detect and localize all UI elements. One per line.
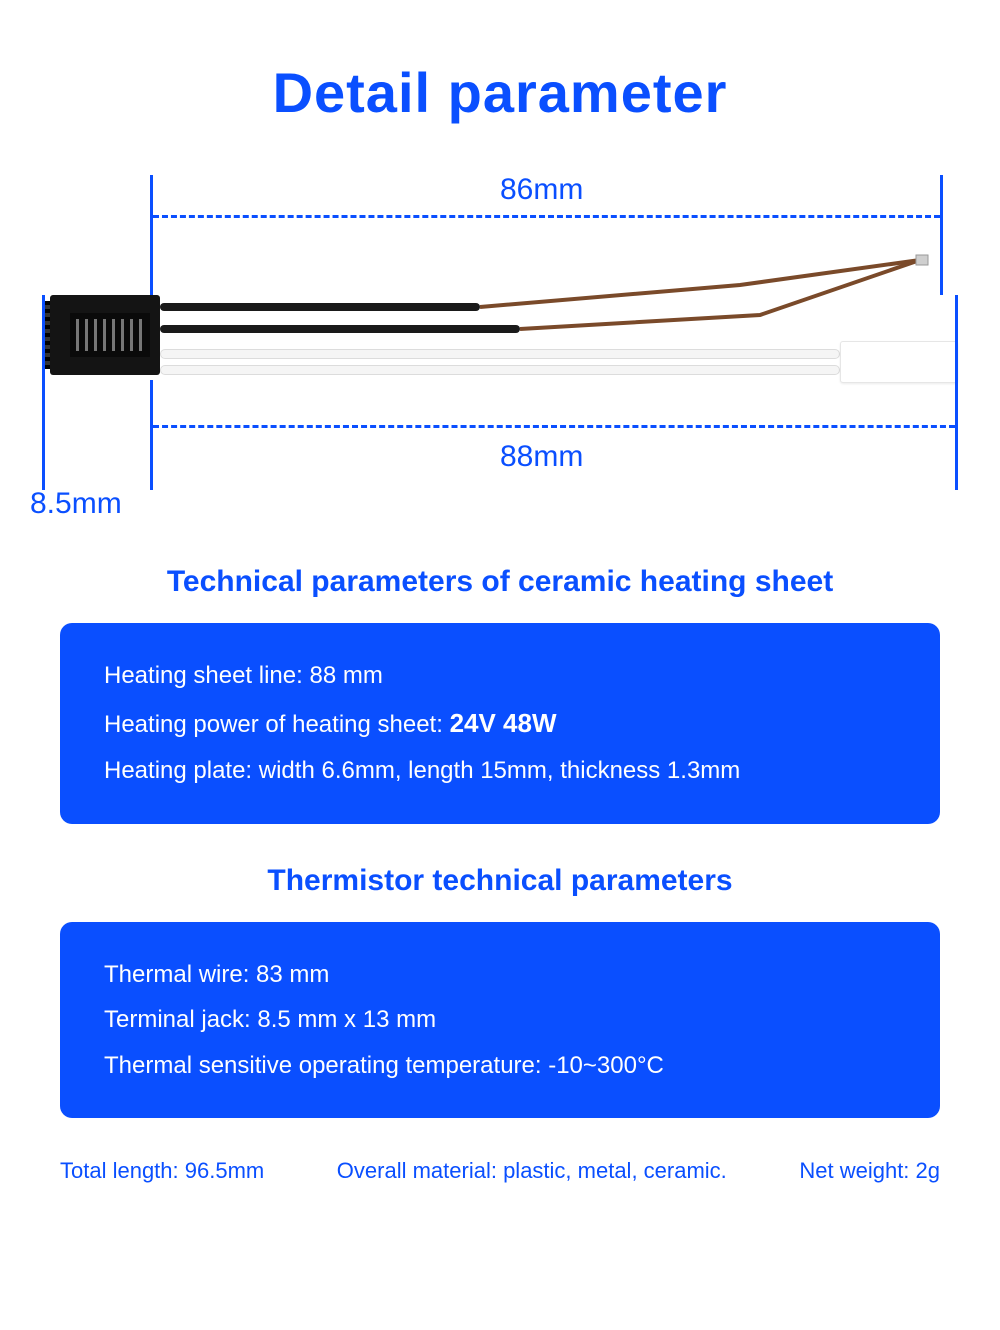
- dim-hline-bot: [153, 425, 955, 428]
- section1-box: Heating sheet line: 88 mm Heating power …: [60, 623, 940, 824]
- footer-material: Overall material: plastic, metal, cerami…: [337, 1158, 727, 1184]
- section2-heading: Thermistor technical parameters: [0, 864, 1000, 898]
- section1-line3: Heating plate: width 6.6mm, length 15mm,…: [104, 748, 896, 794]
- dim-vline-bot-right: [955, 295, 958, 490]
- footer-weight: Net weight: 2g: [799, 1158, 940, 1184]
- dimension-diagram: 86mm 88mm 8.5mm: [40, 165, 960, 525]
- section1-line1: Heating sheet line: 88 mm: [104, 653, 896, 699]
- dim-label-bot: 88mm: [500, 440, 583, 474]
- dim-label-left: 8.5mm: [30, 487, 122, 521]
- section2-line1: Thermal wire: 83 mm: [104, 952, 896, 998]
- dim-vline-bot-left: [150, 380, 153, 490]
- section2-line3: Thermal sensitive operating temperature:…: [104, 1043, 896, 1089]
- footer-total-length: Total length: 96.5mm: [60, 1158, 264, 1184]
- section1-line2-strong: 24V 48W: [450, 708, 557, 738]
- footer-row: Total length: 96.5mm Overall material: p…: [60, 1158, 940, 1184]
- section2-line2: Terminal jack: 8.5 mm x 13 mm: [104, 997, 896, 1043]
- dim-vline-left-a: [42, 295, 45, 490]
- section1-line2-prefix: Heating power of heating sheet:: [104, 711, 450, 738]
- section1-heading: Technical parameters of ceramic heating …: [0, 565, 1000, 599]
- section1-line2: Heating power of heating sheet: 24V 48W: [104, 699, 896, 748]
- section2-box: Thermal wire: 83 mm Terminal jack: 8.5 m…: [60, 922, 940, 1119]
- page-title: Detail parameter: [0, 0, 1000, 165]
